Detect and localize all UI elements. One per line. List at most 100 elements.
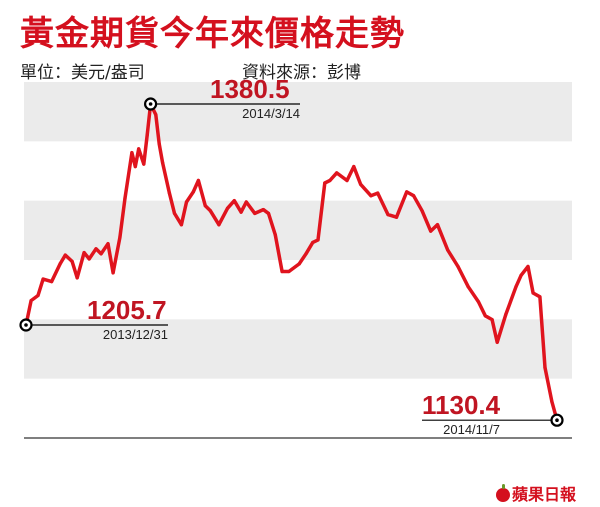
data-point [352, 165, 356, 169]
brand-name: 蘋果日報 [512, 485, 577, 504]
data-point [456, 264, 460, 269]
grid-band [24, 319, 572, 379]
data-point [466, 285, 470, 289]
data-point [161, 161, 165, 165]
data-point [99, 252, 103, 256]
annotation-date: 2014/3/14 [242, 106, 300, 121]
brand-logo: 蘋果日報 [496, 481, 576, 505]
data-point [106, 242, 110, 246]
data-point [316, 238, 320, 242]
data-point [244, 200, 248, 204]
data-point [157, 142, 161, 146]
data-point [519, 273, 523, 277]
data-point [369, 194, 373, 198]
data-point [217, 223, 221, 227]
data-point [82, 251, 86, 255]
apple-logo-icon [496, 484, 510, 502]
data-point [232, 199, 236, 203]
data-point [345, 178, 349, 183]
data-point [526, 264, 530, 269]
annotation-marker-dot [555, 418, 559, 423]
data-point [208, 209, 212, 213]
data-point [328, 178, 332, 183]
data-point [495, 340, 499, 344]
chart-title: 黃金期貨今年來價格走勢 [20, 14, 405, 54]
data-point [490, 318, 494, 322]
data-point [543, 366, 547, 370]
data-point [323, 181, 327, 185]
data-point [225, 206, 230, 210]
data-point [531, 291, 535, 295]
data-point [137, 147, 141, 151]
data-point [386, 213, 390, 217]
data-point [280, 269, 284, 274]
annotation-date: 2013/12/31 [103, 327, 168, 342]
data-point [142, 162, 146, 166]
data-point [29, 299, 33, 303]
data-point [261, 208, 265, 212]
data-point [253, 211, 257, 215]
chart-background-bands [24, 82, 572, 379]
grid-band [24, 200, 572, 260]
annotation-marker-dot [148, 102, 153, 106]
data-point [172, 211, 177, 215]
annotation-date: 2014/11/7 [443, 422, 500, 437]
data-point [420, 209, 424, 213]
data-point [196, 178, 200, 183]
data-point [304, 252, 308, 256]
data-point [514, 285, 518, 289]
data-point [335, 171, 339, 175]
grid-band [24, 82, 572, 142]
data-point [203, 204, 207, 208]
data-point [41, 277, 45, 281]
data-point [359, 182, 363, 186]
data-point [36, 293, 40, 298]
data-point [435, 223, 440, 227]
annotation-marker-dot [24, 323, 28, 327]
data-point [412, 194, 416, 198]
data-point [287, 269, 291, 274]
data-point [94, 247, 98, 251]
data-point [111, 271, 115, 275]
data-point [87, 257, 91, 261]
series-layer [24, 102, 559, 422]
data-point [376, 191, 380, 195]
data-point [75, 276, 79, 280]
data-point [130, 151, 134, 155]
annotation-value: 1380.5 [210, 74, 290, 104]
data-point [70, 259, 74, 263]
data-point [167, 191, 171, 195]
annotation-layer: 1205.7 2013/12/31 1380.5 2014/3/14 1130.4 201… [19, 74, 564, 437]
data-point [476, 300, 481, 304]
data-point [446, 248, 450, 252]
data-point [179, 223, 183, 227]
annotation-value: 1205.7 [87, 295, 167, 325]
data-point [405, 190, 409, 194]
data-point [63, 253, 67, 257]
data-point [538, 295, 542, 299]
data-point [145, 133, 149, 137]
data-point [429, 229, 433, 233]
data-point [239, 210, 243, 214]
source-label: 資料來源：彭博 [242, 63, 361, 83]
data-point [266, 211, 271, 215]
data-point [133, 165, 137, 169]
data-point [297, 262, 301, 266]
data-point [154, 113, 158, 117]
data-point [184, 200, 189, 204]
data-point [50, 280, 54, 284]
data-point [273, 233, 277, 237]
data-point [550, 400, 554, 404]
unit-label: 單位：美元/盎司 [20, 63, 145, 83]
data-point [483, 314, 487, 318]
data-point [191, 190, 195, 194]
series-line [24, 102, 559, 422]
data-point [118, 235, 122, 239]
data-point [58, 262, 62, 266]
data-point [311, 240, 315, 244]
annotation-value: 1130.4 [422, 390, 501, 420]
data-point [123, 196, 127, 200]
data-point [394, 215, 399, 219]
data-point [504, 312, 508, 317]
